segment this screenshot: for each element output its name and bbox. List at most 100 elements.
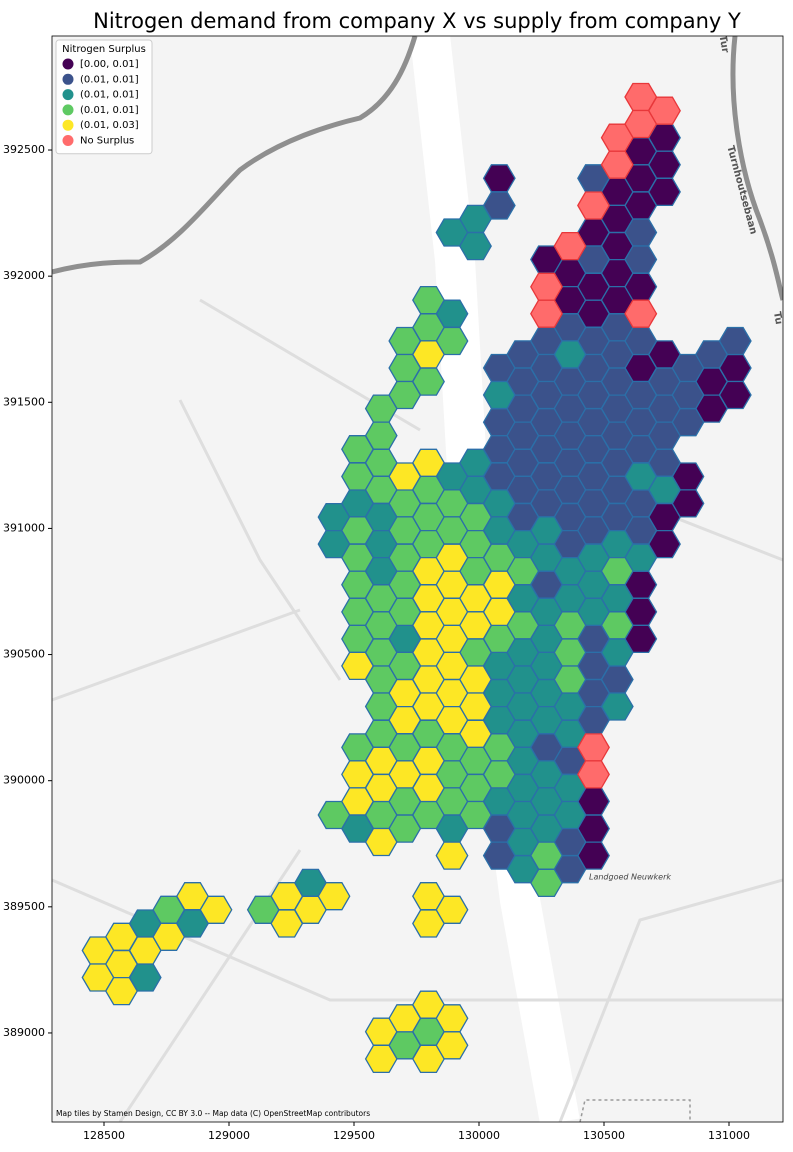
y-tick-label: 392500 bbox=[3, 143, 45, 156]
hexbin-cell bbox=[482, 380, 516, 410]
hex-layer bbox=[81, 82, 752, 1074]
hexbin-cell bbox=[530, 841, 563, 870]
hexbin-cell bbox=[435, 543, 469, 572]
hexbin-cell bbox=[152, 922, 186, 951]
hexbin-cell bbox=[600, 611, 634, 640]
hexbin-cell bbox=[459, 800, 492, 830]
hexbin-cell bbox=[600, 556, 634, 586]
x-tick-label: 130500 bbox=[583, 1129, 625, 1142]
hexbin-cell bbox=[553, 231, 587, 261]
main-road bbox=[52, 36, 418, 275]
legend-marker bbox=[62, 58, 74, 70]
hexbin-cell bbox=[553, 665, 587, 694]
hexbin-cell bbox=[671, 380, 705, 410]
main-road bbox=[730, 36, 783, 301]
legend-title: Nitrogen Surplus bbox=[62, 44, 146, 55]
hexbin-cell bbox=[435, 895, 469, 924]
y-tick-label: 389500 bbox=[3, 900, 45, 913]
plot-frame bbox=[51, 35, 784, 1123]
legend-label: (0.01, 0.01] bbox=[80, 90, 139, 101]
hexbin-cell bbox=[459, 448, 492, 477]
x-tick-label: 128500 bbox=[83, 1129, 125, 1142]
x-tick-label: 131000 bbox=[708, 1129, 750, 1142]
hexbin-cell bbox=[412, 746, 445, 775]
hexbin-cell bbox=[648, 96, 681, 125]
hexbin-cell bbox=[530, 272, 563, 301]
legend-label: (0.01, 0.03] bbox=[80, 120, 139, 131]
legend-marker bbox=[62, 73, 74, 85]
hexbin-cell bbox=[341, 651, 374, 681]
hexbin-cell bbox=[553, 340, 587, 369]
hexbin-cell bbox=[459, 692, 492, 721]
hexbin-cell bbox=[459, 719, 492, 748]
hexbin-cell bbox=[341, 516, 374, 545]
hexbin-cell bbox=[435, 1031, 469, 1060]
hexbin-cell bbox=[412, 367, 445, 396]
hexbin-cell bbox=[553, 611, 587, 640]
hexbin-cell bbox=[459, 665, 492, 694]
hexbin-cell bbox=[553, 800, 587, 830]
hexbin-cell bbox=[577, 191, 610, 220]
legend-marker bbox=[62, 89, 74, 101]
hexbin-cell bbox=[412, 340, 445, 369]
hexbin-cell bbox=[553, 692, 587, 721]
y-tick-label: 390500 bbox=[3, 648, 45, 661]
legend: Nitrogen Surplus [0.00, 0.01] (0.01, 0.01]… bbox=[55, 39, 153, 155]
legend-label: (0.01, 0.01] bbox=[80, 105, 139, 116]
y-tick-label: 390000 bbox=[3, 774, 45, 787]
hexbin-cell bbox=[482, 597, 516, 627]
hexbin-cell bbox=[459, 231, 492, 261]
hexbin-cell bbox=[530, 299, 563, 328]
y-tick-label: 392000 bbox=[3, 269, 45, 282]
hexbin-cell bbox=[459, 502, 492, 532]
chart-title: Nitrogen demand from company X vs supply… bbox=[93, 9, 741, 33]
hexbin-cell bbox=[105, 976, 138, 1006]
legend-marker bbox=[62, 119, 74, 131]
y-tick-label: 391500 bbox=[3, 395, 45, 408]
legend-marker bbox=[62, 135, 74, 146]
x-tick-label: 129000 bbox=[208, 1129, 250, 1142]
legend-marker bbox=[62, 104, 74, 116]
hexbin-cell bbox=[364, 1044, 398, 1074]
hexbin-cell bbox=[718, 326, 752, 356]
y-tick-label: 391000 bbox=[3, 521, 45, 534]
hexbin-cell bbox=[364, 827, 398, 857]
hexbin-cell bbox=[648, 177, 681, 207]
hexbin-cell bbox=[648, 475, 681, 504]
hexbin-cell bbox=[482, 760, 516, 789]
place-label: Landgoed Neuwkerk bbox=[589, 873, 671, 882]
hexbin-cell bbox=[199, 895, 233, 924]
x-tick-label: 130000 bbox=[458, 1129, 500, 1142]
legend-label: [0.00, 0.01] bbox=[80, 59, 139, 70]
hexbin-cell bbox=[412, 448, 445, 477]
attribution: Map tiles by Stamen Design, CC BY 3.0 --… bbox=[56, 1109, 370, 1118]
y-tick-label: 389000 bbox=[3, 1026, 45, 1039]
minor-road bbox=[52, 298, 783, 1122]
hexbin-cell bbox=[577, 760, 610, 789]
legend-box bbox=[55, 39, 153, 155]
hexbin-cell bbox=[671, 408, 705, 437]
hexbin-cell bbox=[600, 692, 634, 721]
hexbin-cell bbox=[624, 245, 658, 274]
hexbin-cell bbox=[317, 882, 351, 911]
hexbin-cell bbox=[412, 285, 445, 315]
hexbin-cell bbox=[648, 150, 681, 179]
hexbin-cell bbox=[577, 733, 610, 762]
hexbin-cell bbox=[412, 773, 445, 803]
hexbin-cell bbox=[530, 868, 563, 898]
hexbin-cell bbox=[530, 516, 563, 545]
road-label: Tu bbox=[771, 311, 784, 326]
hexbin-cell bbox=[459, 204, 492, 234]
hexbin-cell bbox=[435, 1004, 469, 1033]
hexbin-cell bbox=[435, 841, 469, 870]
x-tick-label: 129500 bbox=[333, 1129, 375, 1142]
hexbin-cell bbox=[600, 150, 634, 179]
road-label: Tur bbox=[717, 34, 731, 53]
legend-label: No Surplus bbox=[80, 136, 134, 147]
hexbin-cell bbox=[718, 380, 752, 410]
hexbin-cell bbox=[624, 299, 658, 328]
legend-label: (0.01, 0.01] bbox=[80, 74, 139, 85]
hexbin-cell bbox=[341, 543, 374, 572]
hexbin-cell bbox=[553, 638, 587, 667]
